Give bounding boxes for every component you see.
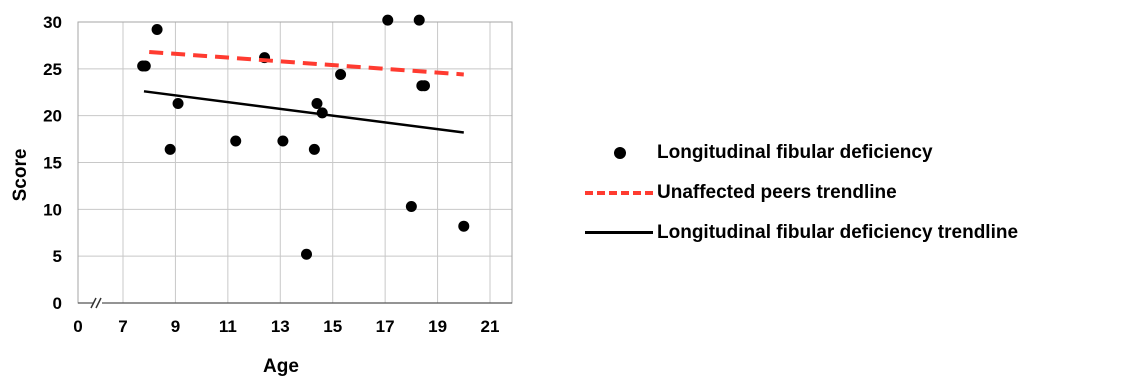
data-point [308, 143, 320, 155]
data-point [301, 248, 312, 260]
data-point [139, 60, 151, 72]
peers-trendline [149, 49, 464, 77]
legend-dot-key [585, 143, 657, 163]
y-tick-label: 5 [53, 247, 62, 266]
data-point [405, 201, 417, 213]
legend-label-peers-trend: Unaffected peers trendline [657, 182, 897, 203]
data-point [311, 97, 323, 109]
data-marks [137, 14, 470, 260]
y-tick-label: 25 [43, 60, 62, 79]
data-point [335, 68, 347, 80]
axes [77, 21, 513, 309]
legend-item-lfd: Longitudinal fibular deficiency [585, 133, 1125, 173]
data-point [151, 23, 163, 35]
y-tick-label: 0 [53, 294, 62, 313]
x-tick-label: 19 [428, 317, 447, 336]
legend-dashed-key [585, 183, 657, 203]
legend-solid-key [585, 223, 657, 243]
axis-break-gap [93, 297, 102, 309]
data-point [458, 220, 470, 232]
x-tick-label: 0 [73, 317, 82, 336]
data-point [172, 97, 184, 109]
x-tick-label: 15 [323, 317, 342, 336]
x-tick-label: 17 [376, 317, 395, 336]
scatter-chart: 0 5 10 15 20 25 30 0 7 9 11 13 15 17 19 21 Age Score [10, 13, 513, 377]
axis-break-mark [90, 297, 97, 309]
y-tick-label: 15 [43, 154, 62, 173]
data-point [277, 135, 289, 147]
y-tick-label: 10 [43, 200, 62, 219]
y-axis-title: Score [10, 149, 31, 202]
legend-item-peers-trend: Unaffected peers trendline [585, 173, 1125, 213]
data-point [382, 14, 394, 26]
legend-label-lfd-trend: Longitudinal fibular deficiency trendlin… [657, 222, 1019, 243]
data-point [164, 143, 176, 155]
axis-break-mark [95, 297, 102, 309]
data-point [230, 135, 242, 147]
y-tick-label: 30 [43, 13, 62, 32]
legend-label-lfd: Longitudinal fibular deficiency [657, 142, 933, 163]
lfd-trendline [143, 90, 464, 134]
x-tick-label: 13 [271, 317, 290, 336]
x-tick-label: 11 [219, 317, 237, 336]
x-tick-label: 7 [118, 317, 127, 336]
legend: Longitudinal fibular deficiency Unaffect… [585, 133, 1125, 253]
y-tick-label: 20 [43, 107, 62, 126]
data-point [418, 80, 430, 92]
legend-item-lfd-trend: Longitudinal fibular deficiency trendlin… [585, 213, 1125, 253]
data-point [413, 14, 425, 26]
x-axis-title: Age [263, 356, 299, 377]
x-tick-label: 21 [481, 317, 500, 336]
tick-labels: 0 5 10 15 20 25 30 0 7 9 11 13 15 17 19 21 [43, 13, 499, 336]
x-tick-label: 9 [171, 317, 180, 336]
